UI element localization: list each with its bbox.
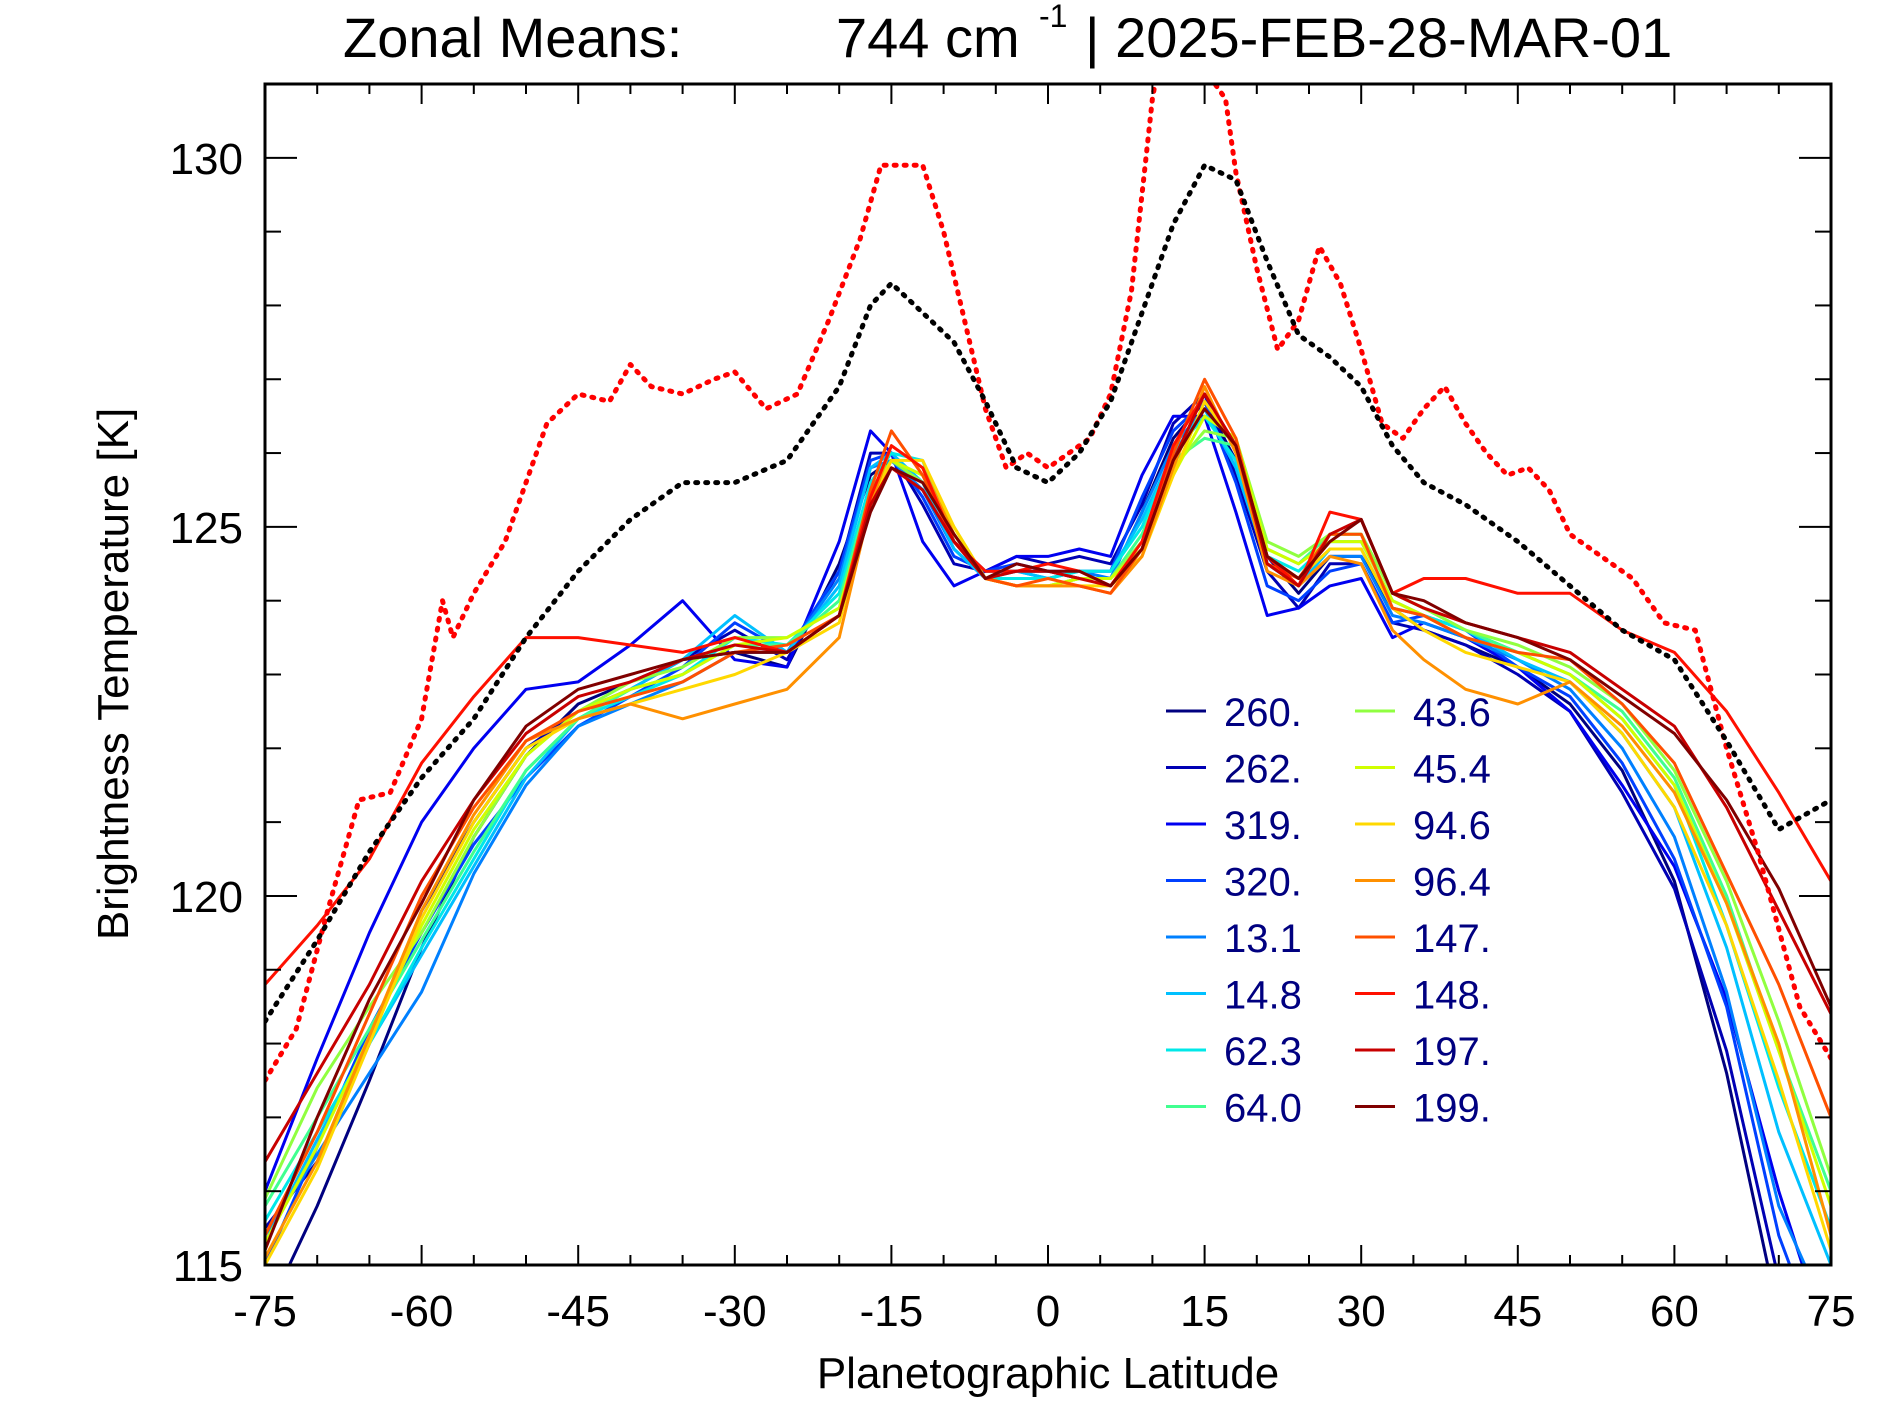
legend-label: 199. xyxy=(1413,1087,1491,1131)
legend-label: 14.8 xyxy=(1224,974,1302,1018)
chart-title-date: | 2025-FEB-28-MAR-01 xyxy=(1085,6,1672,69)
x-tick-label: -45 xyxy=(546,1287,610,1336)
legend-item: 13.1 xyxy=(1166,917,1302,961)
series-line-dotted-16 xyxy=(265,84,1831,1083)
y-tick-label: 120 xyxy=(170,873,243,922)
legend-label: 62.3 xyxy=(1224,1030,1302,1074)
x-tick-label: 30 xyxy=(1337,1287,1386,1336)
legend-item: 260. xyxy=(1166,691,1302,735)
legend-label: 45.4 xyxy=(1413,748,1491,792)
x-tick-label: 75 xyxy=(1807,1287,1856,1336)
y-tick-label: 130 xyxy=(170,135,243,184)
x-tick-label: -60 xyxy=(390,1287,454,1336)
legend-item: 94.6 xyxy=(1355,804,1491,848)
legend-item: 43.6 xyxy=(1355,691,1491,735)
legend-label: 319. xyxy=(1224,804,1302,848)
chart-title-superscript: -1 xyxy=(1039,0,1067,34)
legend-label: 197. xyxy=(1413,1030,1491,1074)
legend-item: 199. xyxy=(1355,1087,1491,1131)
legend-item: 64.0 xyxy=(1166,1087,1302,1131)
legend-label: 13.1 xyxy=(1224,917,1302,961)
series-line-147- xyxy=(265,377,1831,1237)
legend-label: 43.6 xyxy=(1413,691,1491,735)
x-tick-label: -15 xyxy=(860,1287,924,1336)
legend-item: 319. xyxy=(1166,804,1302,848)
x-tick-label: 15 xyxy=(1180,1287,1229,1336)
legend-label: 260. xyxy=(1224,691,1302,735)
series-line-319- xyxy=(265,414,1805,1265)
chart-title-prefix: Zonal Means: xyxy=(343,6,682,69)
legend-item: 62.3 xyxy=(1166,1030,1302,1074)
legend-item: 14.8 xyxy=(1166,974,1302,1018)
legend-label: 96.4 xyxy=(1413,861,1491,905)
x-tick-label: 45 xyxy=(1493,1287,1542,1336)
legend-item: 96.4 xyxy=(1355,861,1491,905)
legend-item: 148. xyxy=(1355,974,1491,1018)
legend-item: 45.4 xyxy=(1355,748,1491,792)
series-line-199- xyxy=(265,407,1831,1251)
chart-title-wavenumber: 744 cm xyxy=(836,6,1020,69)
legend-label: 262. xyxy=(1224,748,1302,792)
legend-item: 147. xyxy=(1355,917,1491,961)
legend-label: 147. xyxy=(1413,917,1491,961)
series-line-dotted-17 xyxy=(265,162,1831,1024)
legend-label: 320. xyxy=(1224,861,1302,905)
series-layer xyxy=(265,84,1831,1265)
axes-layer: -75 -60 -45 -30 -15 0 15 30 45 60 75 115 120 125 130 xyxy=(170,82,1856,1336)
legend-item: 262. xyxy=(1166,748,1302,792)
y-tick-label: 125 xyxy=(170,504,243,553)
legend-label: 94.6 xyxy=(1413,804,1491,848)
y-tick-label: 115 xyxy=(173,1242,243,1291)
x-tick-label: 0 xyxy=(1036,1287,1060,1336)
legend-label: 64.0 xyxy=(1224,1087,1302,1131)
legend: 260. 262. 319. 320. 13.1 14.8 62.3 64.0 43.6 45.4… xyxy=(1166,691,1491,1131)
x-tick-label: -75 xyxy=(233,1287,297,1336)
x-tick-label: 60 xyxy=(1650,1287,1699,1336)
x-tick-label: -30 xyxy=(703,1287,767,1336)
x-axis-label: Planetographic Latitude xyxy=(817,1349,1279,1398)
legend-item: 320. xyxy=(1166,861,1302,905)
y-axis-label: Brightness Temperature [K] xyxy=(89,408,138,940)
legend-item: 197. xyxy=(1355,1030,1491,1074)
legend-label: 148. xyxy=(1413,974,1491,1018)
